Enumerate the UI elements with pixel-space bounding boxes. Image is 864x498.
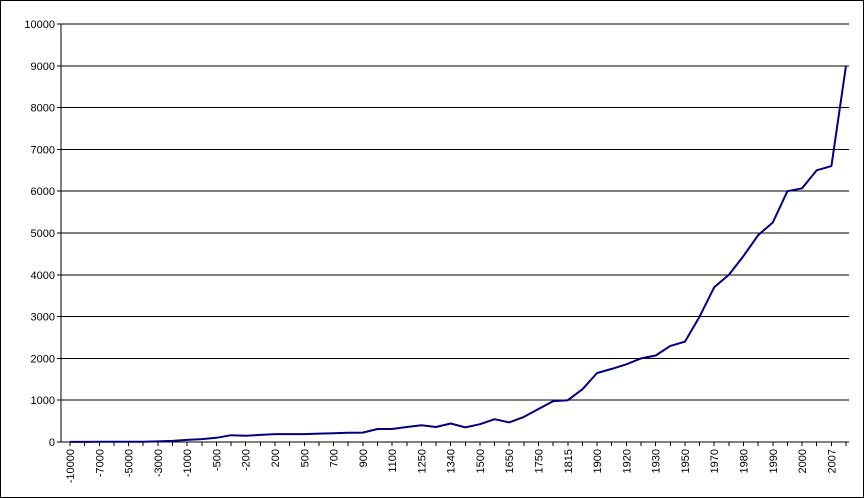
x-tick-label: 2007	[826, 449, 838, 473]
x-tick-label: 1900	[592, 449, 604, 473]
x-tick-label: 1980	[739, 449, 751, 473]
x-tick-label: -10000	[65, 449, 77, 483]
grid-layer	[61, 23, 849, 401]
x-axis: -10000 -7000 -5000 -3000 -1000 -500 -200 200 500…	[60, 24, 849, 483]
x-tick-label: 1990	[768, 449, 780, 473]
y-tick-label: 5000	[31, 228, 55, 240]
x-tick-label: 500	[299, 449, 311, 467]
y-tick-label: 3000	[31, 312, 55, 324]
x-tick-label: 2000	[797, 449, 809, 473]
x-tick-label: 1815	[563, 449, 575, 473]
x-tick-label: 700	[329, 449, 341, 467]
x-tick-label: 1950	[680, 449, 692, 473]
y-tick-label: 8000	[31, 103, 55, 115]
x-tick-label: 900	[358, 449, 370, 467]
y-tick-label: 4000	[31, 270, 55, 282]
y-tick-label: 2000	[31, 353, 55, 365]
x-tick-label: 1340	[446, 449, 458, 473]
x-tick-label: 1930	[651, 449, 663, 473]
x-tick-label: 1970	[709, 449, 721, 473]
y-tick-label: 6000	[31, 186, 55, 198]
x-tick-label: 1100	[387, 449, 399, 473]
y-tick-label: 9000	[31, 61, 55, 73]
y-tick-label: 0	[49, 437, 55, 449]
x-tick-label: -7000	[94, 449, 106, 477]
x-tick-label: -5000	[124, 449, 136, 477]
x-tick-label: 1500	[475, 449, 487, 473]
x-tick-label: -500	[211, 449, 223, 471]
x-tick-label: 1650	[504, 449, 516, 473]
y-axis: 0 1000 2000 3000 4000 5000 6000 7000 8000 9000 100…	[24, 19, 61, 449]
series-line	[70, 65, 847, 443]
x-tick-label: 1920	[621, 449, 633, 473]
x-tick-label: 1750	[534, 449, 546, 473]
x-tick-label: -200	[241, 449, 253, 471]
y-tick-label: 1000	[31, 395, 55, 407]
series-layer	[70, 65, 847, 443]
x-tick-label: -3000	[153, 449, 165, 477]
y-tick-label: 10000	[24, 19, 55, 31]
y-tick-label: 7000	[31, 144, 55, 156]
x-tick-label: -1000	[182, 449, 194, 477]
x-tick-label: 200	[270, 449, 282, 467]
x-tick-label: 1250	[416, 449, 428, 473]
